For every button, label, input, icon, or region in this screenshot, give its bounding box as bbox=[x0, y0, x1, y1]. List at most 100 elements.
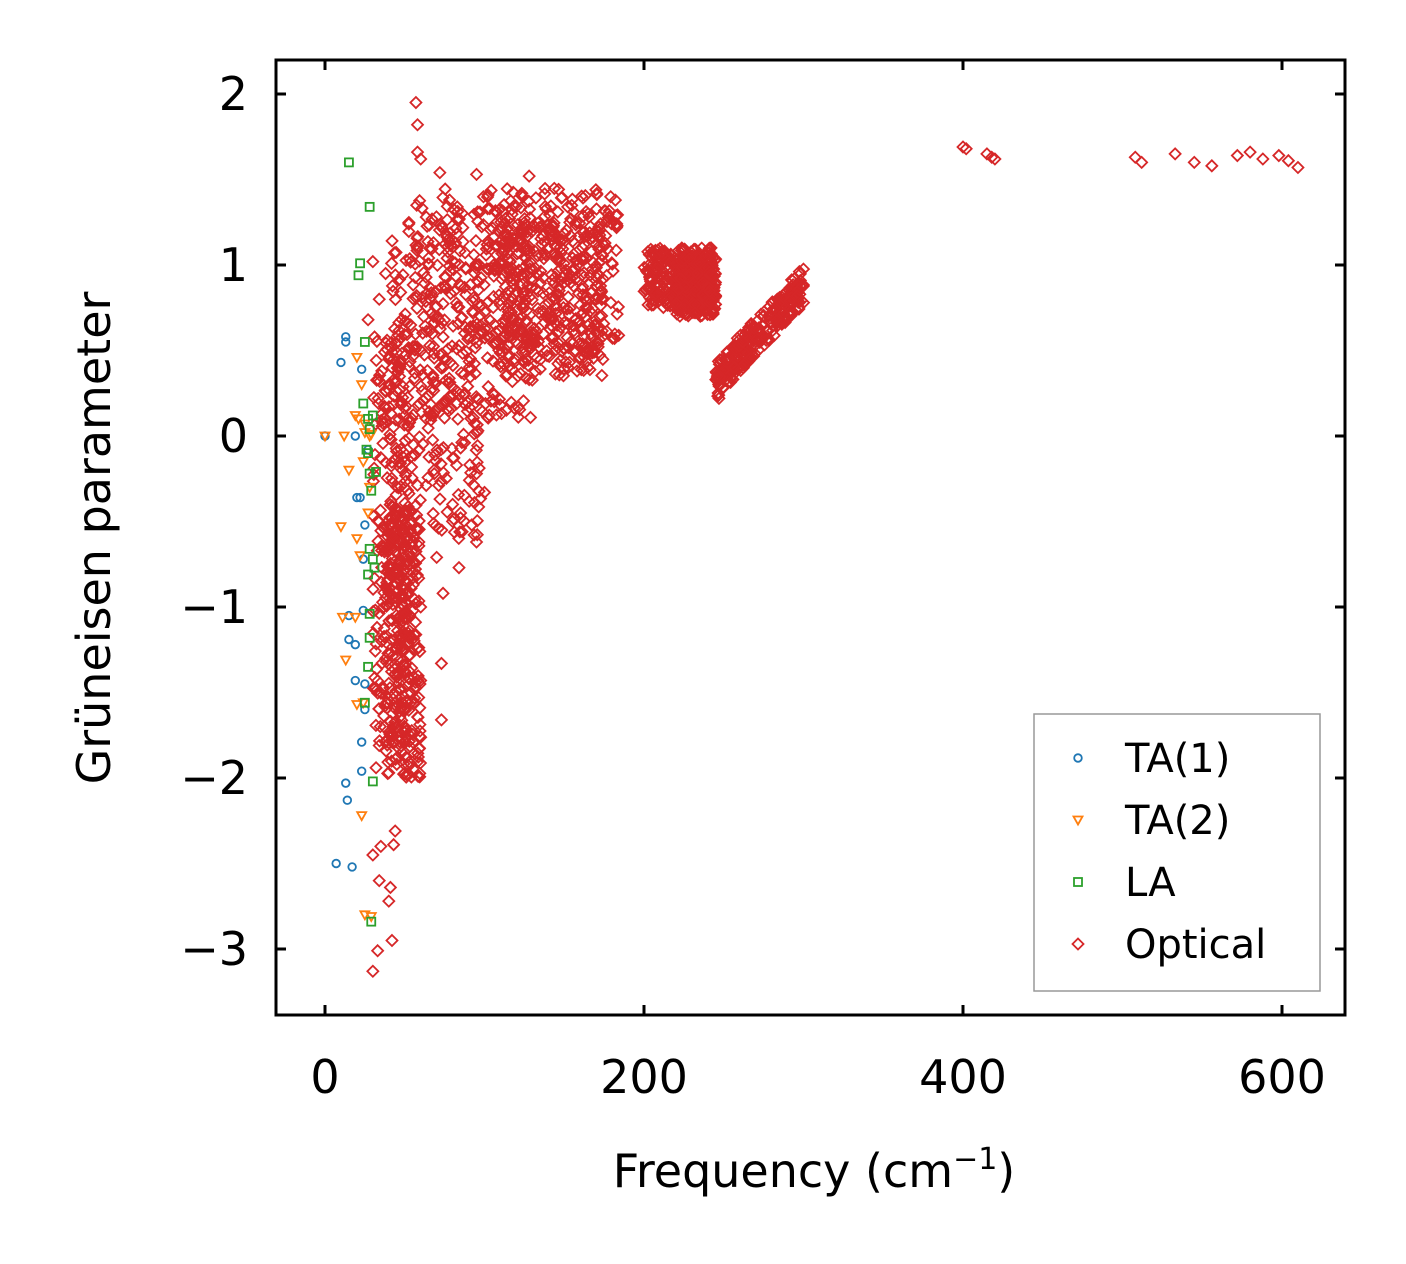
optical-point bbox=[682, 252, 697, 266]
optical-point bbox=[446, 202, 461, 217]
optical-point bbox=[483, 313, 498, 328]
optical-point bbox=[458, 320, 472, 334]
optical-point bbox=[610, 307, 624, 321]
optical-point bbox=[439, 282, 453, 296]
optical-point bbox=[469, 261, 484, 275]
optical-point bbox=[756, 308, 771, 323]
optical-point bbox=[536, 327, 551, 341]
optical-point bbox=[368, 644, 383, 658]
optical-point bbox=[557, 315, 571, 330]
optical-point bbox=[533, 221, 548, 235]
optical-point bbox=[510, 217, 525, 232]
optical-point bbox=[374, 450, 388, 465]
optical-point bbox=[382, 614, 396, 628]
optical-point bbox=[410, 710, 425, 724]
optical-point bbox=[462, 354, 476, 369]
optical-point bbox=[397, 664, 412, 678]
optical-point bbox=[388, 544, 402, 559]
optical-point bbox=[598, 228, 613, 243]
optical-point bbox=[372, 734, 387, 748]
optical-point bbox=[1134, 155, 1149, 170]
optical-point bbox=[368, 681, 383, 695]
optical-point bbox=[407, 670, 421, 684]
ta-1-point bbox=[356, 737, 367, 747]
optical-point bbox=[448, 269, 463, 283]
optical-point bbox=[698, 249, 712, 264]
optical-point bbox=[555, 232, 569, 247]
optical-point bbox=[397, 702, 412, 717]
optical-point bbox=[401, 555, 415, 569]
optical-point bbox=[523, 410, 538, 425]
optical-point bbox=[382, 383, 397, 398]
optical-point bbox=[422, 388, 436, 403]
optical-point bbox=[404, 695, 419, 710]
optical-point bbox=[577, 237, 591, 252]
optical-point bbox=[415, 201, 429, 216]
optical-point bbox=[516, 189, 530, 204]
optical-point bbox=[480, 296, 494, 310]
optical-point bbox=[405, 471, 419, 485]
la-point bbox=[358, 398, 369, 409]
optical-point bbox=[432, 223, 447, 237]
optical-point bbox=[560, 273, 575, 288]
optical-point bbox=[507, 355, 522, 370]
optical-point bbox=[453, 506, 468, 520]
optical-point bbox=[556, 368, 571, 383]
optical-point bbox=[407, 531, 421, 545]
optical-point bbox=[392, 323, 406, 338]
optical-point bbox=[594, 309, 609, 323]
optical-point bbox=[467, 528, 481, 542]
optical-point bbox=[487, 269, 501, 283]
optical-point bbox=[510, 314, 525, 328]
optical-point bbox=[395, 463, 410, 477]
optical-point bbox=[548, 270, 562, 284]
optical-point bbox=[469, 234, 483, 248]
optical-point bbox=[481, 188, 495, 202]
optical-point bbox=[531, 248, 545, 263]
la-point bbox=[363, 661, 373, 672]
optical-point bbox=[1281, 153, 1296, 168]
optical-point bbox=[470, 205, 485, 219]
optical-point bbox=[471, 500, 486, 514]
optical-point bbox=[410, 301, 424, 316]
optical-point bbox=[408, 448, 422, 462]
legend-ta-2-marker bbox=[1071, 815, 1085, 827]
optical-point bbox=[401, 411, 416, 426]
optical-point bbox=[516, 261, 531, 275]
optical-point bbox=[388, 292, 403, 307]
optical-point bbox=[384, 459, 399, 473]
optical-point bbox=[470, 527, 485, 542]
optical-point bbox=[496, 357, 511, 371]
optical-point bbox=[395, 534, 410, 548]
optical-point bbox=[431, 521, 446, 535]
legend-ta-1-label: TA(1) bbox=[1124, 736, 1230, 782]
optical-point bbox=[373, 719, 388, 734]
optical-point bbox=[427, 346, 441, 361]
optical-point bbox=[443, 355, 457, 370]
optical-point bbox=[712, 391, 726, 406]
optical-point bbox=[406, 556, 421, 570]
optical-point bbox=[407, 592, 422, 607]
optical-point bbox=[408, 366, 422, 380]
y-tick-label: 2 bbox=[219, 67, 248, 121]
ta-2-point bbox=[342, 465, 355, 477]
optical-point bbox=[389, 245, 403, 260]
optical-point bbox=[655, 244, 669, 259]
optical-point bbox=[428, 404, 442, 419]
ta-1-point bbox=[336, 357, 346, 368]
optical-point bbox=[528, 364, 542, 379]
optical-point bbox=[596, 352, 610, 367]
optical-point bbox=[487, 394, 502, 409]
optical-point bbox=[776, 306, 791, 321]
optical-point bbox=[427, 463, 441, 478]
optical-point bbox=[578, 293, 593, 308]
optical-point bbox=[763, 311, 777, 326]
optical-point bbox=[582, 347, 597, 362]
optical-point bbox=[673, 271, 688, 286]
optical-point bbox=[433, 492, 447, 506]
optical-point bbox=[371, 514, 386, 528]
optical-point bbox=[445, 451, 460, 465]
optical-point bbox=[589, 260, 604, 275]
optical-point bbox=[382, 766, 396, 780]
optical-point bbox=[426, 235, 441, 250]
